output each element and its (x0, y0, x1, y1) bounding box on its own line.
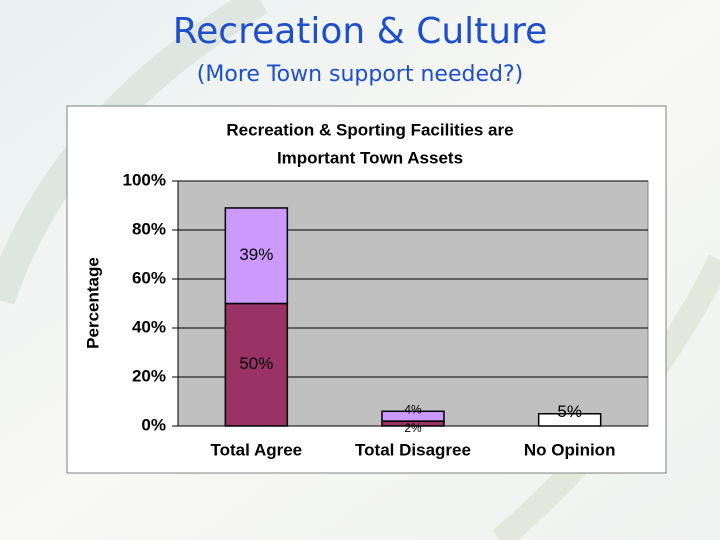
y-tick-label: 80% (132, 219, 166, 238)
slide-title: Recreation & Culture (173, 11, 548, 52)
x-tick-label: No Opinion (524, 440, 616, 459)
data-label: 5% (557, 402, 582, 421)
plot: 0% 20% 40% 60% 80% 100% Total Agree 50% 39% Total… (123, 170, 649, 459)
data-label: 39% (239, 245, 273, 264)
x-tick-label: Total Agree (211, 440, 303, 459)
y-axis-label: Percentage (83, 257, 102, 349)
slide-subtitle: (More Town support needed?) (197, 62, 523, 87)
y-tick-label: 100% (123, 170, 166, 189)
bar-segment (381, 410, 445, 422)
data-label: 4% (404, 402, 422, 416)
chart-title: Recreation & Sporting Facilities are (226, 120, 513, 139)
x-tick-label: Total Disagree (355, 440, 471, 459)
y-tick-label: 40% (132, 317, 166, 336)
y-tick-label: 0% (141, 415, 166, 434)
y-tick-label: 60% (132, 268, 166, 287)
y-tick-label: 20% (132, 366, 166, 385)
bar-segment (224, 207, 289, 305)
data-label: 50% (239, 354, 273, 373)
data-label: 2% (404, 421, 422, 435)
chart-title: Important Town Assets (277, 148, 463, 167)
